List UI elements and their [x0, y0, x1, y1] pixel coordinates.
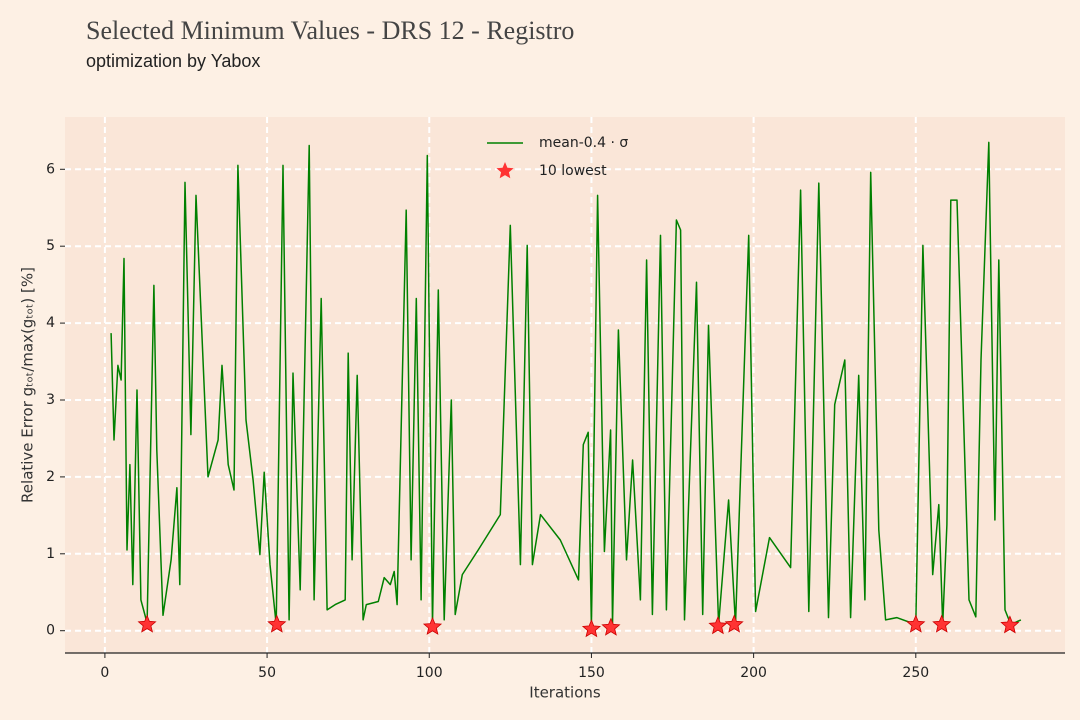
star-marker — [137, 614, 157, 633]
star-marker — [708, 616, 728, 635]
y-axis-label: Relative Error gₜₒₜ/max(gₜₒₜ) [%] — [19, 267, 37, 503]
legend-label: 10 lowest — [539, 163, 607, 179]
star-marker — [422, 616, 443, 635]
legend-marker — [496, 162, 514, 179]
star-marker — [601, 617, 621, 636]
x-tick-label: 100 — [416, 665, 443, 681]
plot-area — [65, 117, 1065, 653]
x-tick-label: 150 — [578, 665, 605, 681]
y-tick-label: 0 — [46, 623, 55, 639]
chart-subtitle: optimization by Yabox — [86, 51, 260, 71]
y-tick-label: 5 — [46, 238, 55, 254]
y-tick-label: 4 — [46, 315, 55, 331]
star-marker — [581, 619, 601, 638]
y-tick-label: 1 — [46, 546, 55, 562]
chart-title: Selected Minimum Values - DRS 12 - Regis… — [86, 16, 574, 45]
legend-label: mean-0.4 · σ — [539, 135, 628, 151]
star-marker — [932, 614, 952, 633]
x-tick-label: 50 — [258, 665, 276, 681]
y-tick-label: 6 — [46, 161, 55, 177]
star-marker — [1000, 615, 1020, 634]
star-marker — [906, 614, 926, 633]
y-tick-label: 3 — [46, 392, 55, 408]
y-tick-label: 2 — [46, 469, 55, 485]
x-tick-label: 0 — [100, 665, 109, 681]
x-tick-label: 250 — [902, 665, 929, 681]
x-axis-label: Iterations — [529, 684, 601, 702]
data-line — [110, 141, 1022, 629]
star-marker — [267, 614, 287, 633]
star-marker — [724, 614, 744, 633]
x-tick-label: 200 — [740, 665, 767, 681]
